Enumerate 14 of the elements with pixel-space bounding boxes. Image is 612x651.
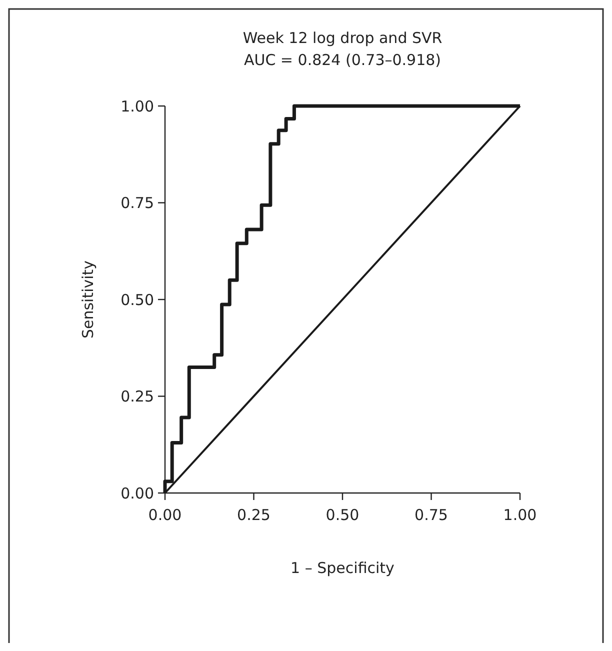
- y-tick-label: 0.25: [120, 388, 154, 406]
- x-tick-label: 0.25: [237, 506, 270, 524]
- x-tick-label: 0.75: [414, 506, 448, 524]
- y-tick-label: 1.00: [120, 97, 154, 116]
- x-tick-label: 0.50: [326, 506, 360, 524]
- x-tick-label: 0.00: [148, 506, 182, 524]
- y-axis-title: Sensitivity: [79, 260, 97, 339]
- x-axis-title: 1 – Specificity: [290, 559, 395, 577]
- y-tick-label: 0.75: [120, 194, 154, 212]
- x-tick-label: 1.00: [503, 506, 537, 524]
- y-tick-label: 0.50: [120, 290, 154, 309]
- chart-subtitle: AUC = 0.824 (0.73–0.918): [244, 51, 442, 69]
- y-tick-label: 0.00: [120, 484, 154, 502]
- chart-title: Week 12 log drop and SVR: [242, 29, 442, 47]
